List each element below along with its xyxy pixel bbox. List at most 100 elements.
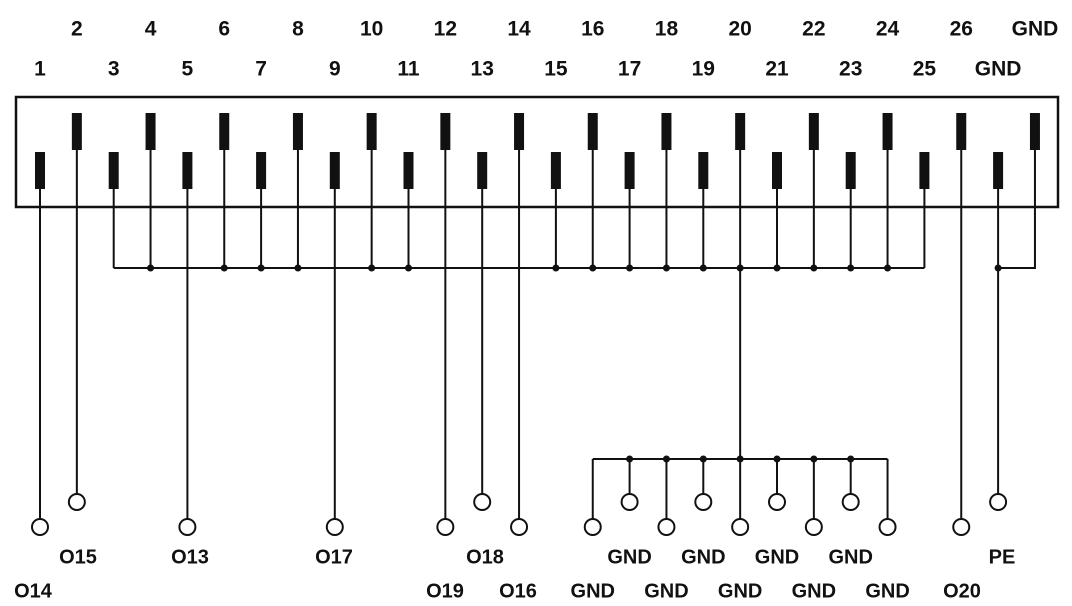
junction	[294, 264, 302, 272]
junction	[368, 264, 376, 272]
pin	[403, 152, 414, 189]
pin-label: 2	[71, 18, 83, 41]
terminal-label: O16	[499, 580, 537, 602]
pin-label: 10	[360, 18, 383, 41]
junction	[147, 264, 155, 272]
pin	[366, 113, 377, 150]
terminal	[510, 518, 529, 536]
pin	[956, 113, 967, 150]
junction	[847, 264, 855, 272]
junction	[699, 264, 707, 272]
pin	[698, 152, 709, 189]
terminal	[989, 493, 1008, 511]
pin	[182, 152, 193, 189]
terminal	[473, 493, 492, 511]
junction	[736, 455, 744, 463]
pin	[661, 113, 672, 150]
terminal-label: O18	[466, 546, 504, 568]
terminal	[768, 493, 786, 511]
wire	[998, 150, 1036, 269]
junction	[405, 264, 412, 272]
terminal	[620, 493, 639, 511]
pin	[772, 152, 782, 189]
junction	[773, 455, 781, 463]
junction	[552, 264, 560, 272]
terminal	[31, 518, 49, 536]
terminal	[657, 518, 676, 536]
pin-label: 1	[34, 58, 46, 81]
pin-label: 5	[182, 58, 194, 81]
junction	[662, 264, 670, 272]
terminal-label: GND	[792, 580, 836, 602]
pin	[993, 152, 1004, 189]
pin-label: 15	[544, 58, 568, 81]
pin	[440, 113, 451, 150]
pin-label: GND	[975, 58, 1022, 81]
terminal	[952, 518, 971, 536]
pin	[256, 152, 267, 189]
terminal-label: O15	[59, 546, 97, 568]
terminal-label: GND	[607, 546, 651, 568]
pin	[219, 113, 230, 150]
junction	[626, 264, 634, 272]
junction	[773, 264, 781, 272]
pin-label: 16	[581, 18, 604, 41]
pin	[735, 113, 746, 150]
pin-label: 13	[471, 58, 494, 81]
pin-label: 14	[507, 18, 531, 41]
pin	[1029, 113, 1040, 150]
terminal-label: O17	[315, 546, 353, 568]
pin-label: 18	[655, 18, 679, 41]
pin	[71, 113, 82, 150]
pin-label: 24	[876, 18, 900, 41]
pin-label: 21	[765, 58, 789, 81]
pin	[514, 113, 525, 150]
pin-label: 9	[329, 58, 341, 81]
terminal-label: O20	[943, 580, 981, 602]
terminal	[694, 493, 713, 511]
pin	[919, 152, 930, 189]
connector-housing	[14, 95, 1060, 209]
pin	[477, 152, 488, 189]
pin-label: 11	[397, 58, 420, 81]
junction	[884, 264, 892, 272]
pin	[808, 113, 819, 150]
terminal-label: O13	[171, 546, 209, 568]
pin-label: 4	[145, 18, 157, 41]
pin-label: 6	[218, 18, 230, 41]
pin	[329, 152, 340, 189]
pin	[292, 113, 303, 150]
junction	[699, 455, 707, 463]
pin-label: 12	[434, 18, 457, 41]
pin	[145, 113, 156, 150]
pin-label: 17	[618, 58, 641, 81]
junction	[220, 264, 228, 272]
junction	[994, 264, 1002, 272]
pin-label: 19	[692, 58, 715, 81]
terminal	[878, 518, 897, 536]
pin	[624, 152, 635, 189]
pin	[587, 113, 598, 150]
terminal	[67, 493, 86, 511]
pin	[108, 152, 119, 189]
terminal	[325, 518, 344, 536]
pin-label: 7	[255, 58, 267, 81]
pin-label: 3	[108, 58, 120, 81]
junction	[626, 455, 634, 463]
pin	[882, 113, 893, 150]
terminal-label: GND	[755, 546, 799, 568]
pin-label: GND	[1012, 18, 1059, 41]
junction	[810, 264, 818, 272]
terminal	[436, 518, 455, 536]
terminal-label: GND	[865, 580, 909, 602]
pin	[550, 152, 561, 189]
terminal-label: GND	[571, 580, 615, 602]
pin-label: 8	[292, 18, 304, 41]
junction	[257, 264, 265, 272]
terminal	[804, 518, 823, 536]
pin	[35, 152, 45, 189]
terminal	[841, 493, 860, 511]
pin-label: 23	[839, 58, 862, 81]
pin-label: 25	[913, 58, 937, 81]
